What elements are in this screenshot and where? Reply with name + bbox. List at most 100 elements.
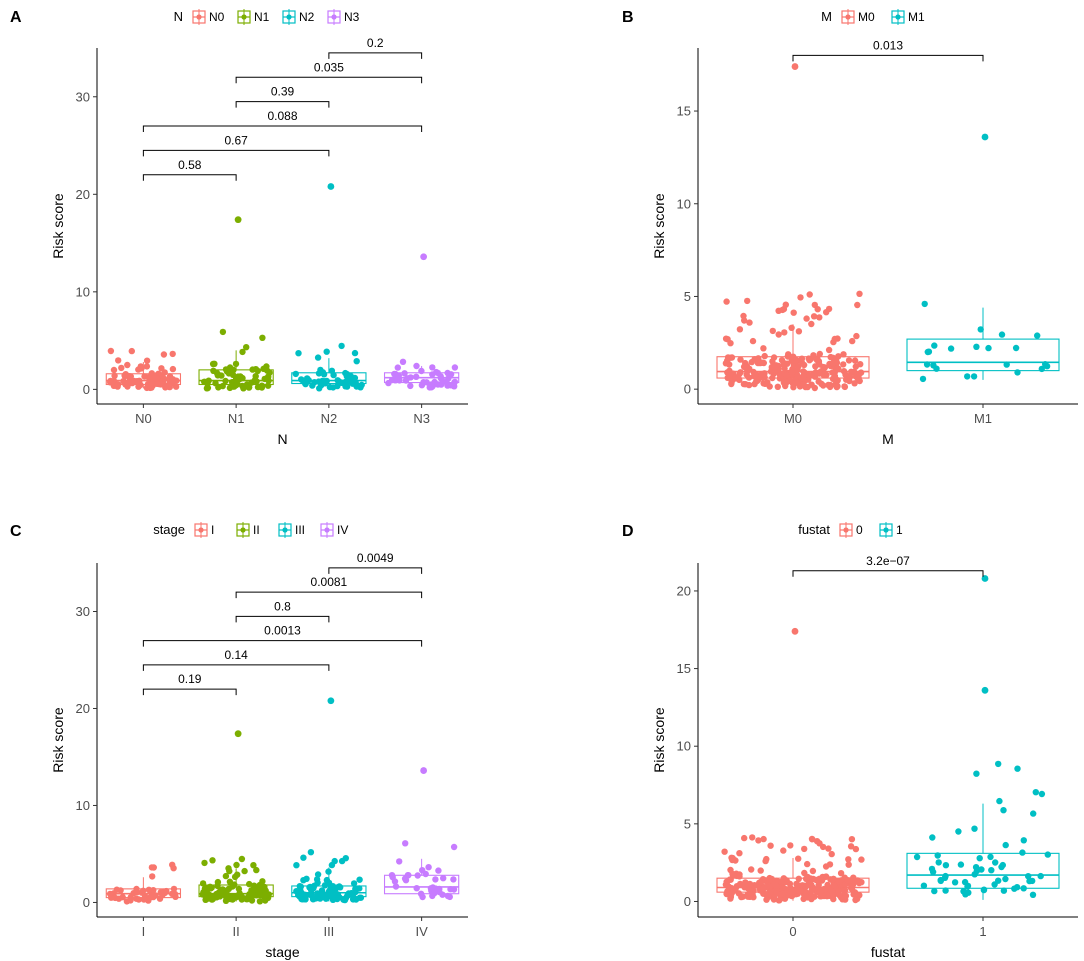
outlier-point [234,216,242,224]
data-point [852,845,860,853]
data-point [1038,790,1046,798]
y-axis-title: Risk score [50,707,66,773]
data-point [836,891,843,899]
data-point [781,329,788,336]
data-point [106,890,114,898]
data-point [166,376,173,383]
data-point [243,344,250,351]
panel-a: A N N0 N1 N2 N3 0 10 20 30 N0 N1 N2 N3 N Risk score 0.58… [10,9,468,447]
data-point [135,377,142,385]
comparison-bracket: 0.8 [235,599,330,623]
data-point [1042,361,1049,368]
data-point [154,380,161,387]
data-point [924,348,931,356]
data-point [987,853,994,861]
data-point [450,843,458,851]
data-point [318,382,325,389]
data-point [818,886,826,894]
data-point [226,894,233,901]
data-point [220,891,228,898]
x-tick-label: M1 [974,411,992,426]
panel-b: B M M0 M1 0 5 10 15 M0 M1 M Risk score 0.013 [622,9,1078,447]
comparison-bracket: 0.0013 [142,624,423,647]
data-point [107,347,115,355]
data-point [1025,873,1032,880]
data-point [1037,872,1044,880]
data-point [318,887,326,894]
data-point [762,857,769,865]
data-point [835,877,842,885]
data-point [806,291,813,298]
panel-letter: D [622,523,634,540]
data-point [810,352,817,359]
p-value-label: 0.67 [224,133,248,147]
data-point [250,892,257,899]
data-point [845,357,853,364]
outlier-point [981,575,989,582]
data-point [261,375,268,383]
data-point [806,357,813,364]
p-value-label: 0.58 [178,158,202,172]
data-point [353,358,360,365]
legend-label: N1 [254,10,270,24]
data-point [845,856,852,863]
data-point [790,309,797,316]
legend-key-point [240,527,246,533]
data-point [747,881,754,888]
data-point [857,361,864,368]
data-point [775,307,782,314]
outlier-point [981,133,989,141]
x-axis-title: stage [265,944,299,960]
data-point [253,866,260,874]
data-point [1000,807,1007,814]
data-point [800,381,807,388]
data-point [788,324,795,331]
data-point [238,855,246,863]
data-point [762,891,770,898]
data-point [143,357,151,364]
data-point [854,878,862,885]
data-point [438,376,445,383]
data-point [429,364,436,371]
data-point [168,890,176,897]
data-point [913,853,921,861]
bracket-line [328,52,423,59]
bracket-line [142,174,237,181]
bracket-line [235,101,330,108]
data-point [1032,789,1040,796]
data-point [313,876,321,883]
x-tick-label: II [233,924,240,939]
data-point [793,356,800,364]
data-point [736,326,744,333]
outlier-point [791,63,799,70]
data-point [325,868,332,875]
data-point [219,886,226,893]
data-point [356,885,363,892]
data-point [204,380,211,388]
legend-label: M1 [908,10,925,24]
data-point [740,312,747,320]
comparison-bracket: 0.19 [142,672,237,696]
data-point [326,887,333,894]
data-point [1014,369,1021,376]
data-point [787,842,794,849]
bracket-line [142,664,330,671]
data-point [960,888,967,895]
data-point [266,369,273,376]
legend-title: N [174,9,183,24]
p-value-label: 3.2e−07 [866,554,910,568]
comparison-bracket: 0.67 [142,133,330,157]
p-value-label: 0.19 [178,672,202,686]
data-point [329,384,337,391]
data-point [748,866,755,873]
data-point [358,381,365,389]
data-point [418,382,426,389]
data-point [1020,885,1027,892]
data-point [413,885,420,892]
data-point [1034,332,1041,339]
bracket-line [328,567,423,574]
data-point [219,328,227,336]
data-point [402,840,409,847]
legend: M M0 M1 [821,9,925,25]
legend-key [891,9,905,25]
